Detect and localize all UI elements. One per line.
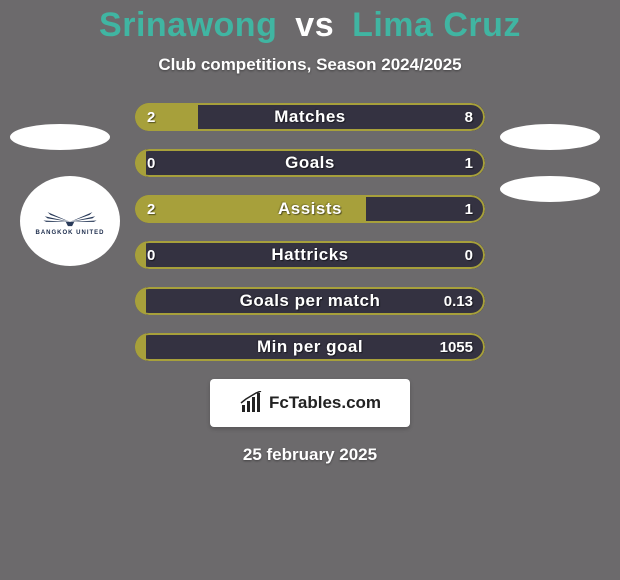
stat-row: 01Goals bbox=[135, 149, 485, 177]
player-a-name: Srinawong bbox=[99, 6, 277, 44]
page-title: Srinawong vs Lima Cruz bbox=[0, 0, 620, 45]
club-logo-left-big: BANGKOK UNITED bbox=[20, 176, 120, 266]
club-crest-label: BANGKOK UNITED bbox=[36, 230, 105, 236]
subtitle: Club competitions, Season 2024/2025 bbox=[0, 55, 620, 75]
stat-bars: 28Matches 01Goals 21Assists 00Hattricks 0.13… bbox=[135, 103, 485, 361]
comparison-card: Srinawong vs Lima Cruz Club competitions… bbox=[0, 0, 620, 580]
stat-label: Goals bbox=[135, 149, 485, 177]
fctables-icon bbox=[239, 391, 263, 415]
stat-row: 21Assists bbox=[135, 195, 485, 223]
vs-separator: vs bbox=[295, 6, 334, 44]
club-logo-right-small bbox=[500, 124, 600, 150]
club-logo-right-small-2 bbox=[500, 176, 600, 202]
source-badge-text: FcTables.com bbox=[269, 393, 381, 413]
stat-row: 1055Min per goal bbox=[135, 333, 485, 361]
footer-date: 25 february 2025 bbox=[0, 445, 620, 465]
stat-row: 28Matches bbox=[135, 103, 485, 131]
player-b-name: Lima Cruz bbox=[352, 6, 521, 44]
content-area: 28Matches 01Goals 21Assists 00Hattricks 0.13… bbox=[0, 103, 620, 465]
club-logo-left-small bbox=[10, 124, 110, 150]
stat-row: 00Hattricks bbox=[135, 241, 485, 269]
stat-label: Matches bbox=[135, 103, 485, 131]
source-badge: FcTables.com bbox=[210, 379, 410, 427]
stat-label: Goals per match bbox=[135, 287, 485, 315]
stat-row: 0.13Goals per match bbox=[135, 287, 485, 315]
stat-label: Min per goal bbox=[135, 333, 485, 361]
stat-label: Assists bbox=[135, 195, 485, 223]
stat-label: Hattricks bbox=[135, 241, 485, 269]
club-crest-icon bbox=[35, 206, 105, 228]
